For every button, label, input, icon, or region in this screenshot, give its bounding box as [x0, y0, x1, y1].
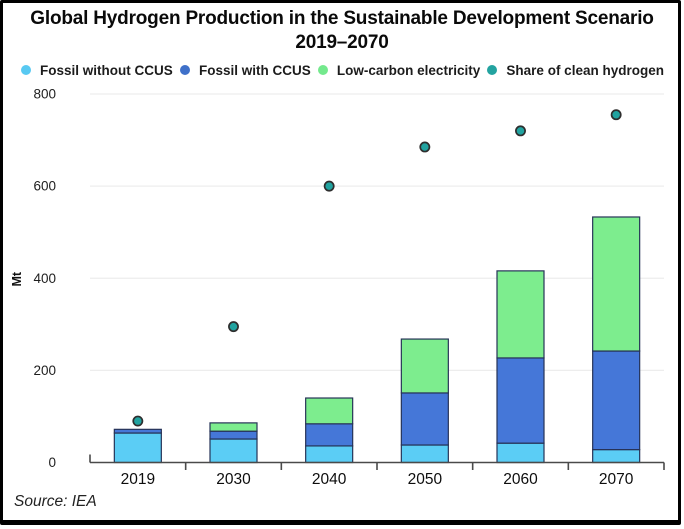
bar-segment: [593, 351, 640, 450]
bar-segment: [306, 398, 353, 424]
source-note: Source: IEA: [14, 493, 97, 511]
x-tick-label: 2019: [121, 471, 155, 488]
y-tick-label: 400: [33, 271, 56, 286]
bar-segment: [401, 445, 448, 463]
bar-segment: [497, 271, 544, 358]
share-dot: [325, 182, 334, 191]
bar-segment: [210, 431, 257, 439]
bar-segment: [593, 217, 640, 351]
plot-area: 0 200 400 600 800 Mt 2019 2030 2040 2050 2060 2070: [0, 0, 684, 529]
x-tick-label: 2070: [599, 471, 634, 488]
bar-segment: [306, 424, 353, 446]
bar-segment: [401, 393, 448, 445]
x-tick-label: 2040: [312, 471, 347, 488]
bar-segment: [210, 423, 257, 431]
bar-segment: [114, 429, 161, 433]
share-dot: [229, 322, 238, 331]
bar-segment: [401, 339, 448, 393]
y-tick-label: 200: [33, 363, 56, 378]
bar-segment: [497, 358, 544, 443]
bar-segment: [593, 450, 640, 463]
share-dot: [420, 142, 429, 151]
bar-segment: [306, 446, 353, 463]
y-tick-label: 600: [33, 179, 56, 194]
share-dot: [133, 416, 142, 425]
y-tick-label: 0: [48, 455, 56, 470]
share-dot: [612, 110, 621, 119]
chart-card: Global Hydrogen Production in the Sustai…: [0, 0, 684, 529]
source-text: Source: IEA: [14, 493, 97, 510]
y-axis-title: Mt: [10, 271, 24, 286]
x-tick-label: 2050: [408, 471, 443, 488]
share-dot: [516, 126, 525, 135]
y-tick-label: 800: [33, 87, 56, 102]
bar-segment: [210, 439, 257, 462]
x-tick-label: 2030: [216, 471, 251, 488]
bar-segment: [497, 443, 544, 462]
x-tick-label: 2060: [503, 471, 538, 488]
bar-segment: [114, 433, 161, 462]
